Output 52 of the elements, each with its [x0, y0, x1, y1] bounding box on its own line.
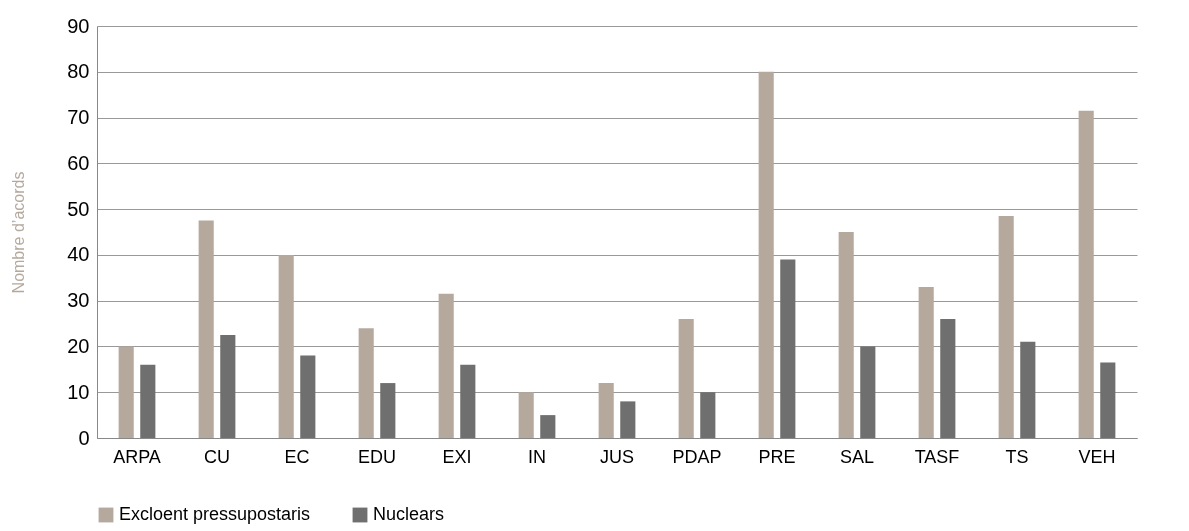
y-tick-label: 60 [67, 151, 90, 174]
bar [220, 335, 236, 438]
bar [678, 318, 694, 438]
bar [940, 318, 956, 438]
y-tick-label: 80 [67, 60, 90, 83]
legend-label: Excloent pressupostaris [119, 504, 311, 524]
x-tick-label: EXI [442, 446, 472, 467]
y-tick-label: 20 [67, 334, 90, 357]
legend-label: Nuclears [373, 504, 445, 524]
y-tick-label: 10 [67, 380, 90, 403]
bar [300, 355, 316, 438]
x-tick-label: EC [284, 446, 310, 467]
y-tick-label: 30 [67, 289, 90, 312]
bar [860, 346, 876, 438]
bar [118, 346, 134, 438]
bar [598, 383, 614, 438]
y-tick-label: 40 [67, 243, 90, 266]
y-tick-label: 50 [67, 197, 90, 220]
bar [380, 383, 396, 438]
bar [1020, 341, 1036, 438]
bar [540, 415, 556, 438]
bar [780, 259, 796, 438]
x-tick-label: EDU [357, 446, 397, 467]
bar [518, 392, 534, 438]
x-tick-label: ARPA [113, 446, 161, 467]
x-tick-label: IN [528, 446, 546, 467]
bar [198, 220, 214, 438]
bar [918, 286, 934, 438]
bar [358, 328, 374, 438]
x-tick-label: VEH [1078, 446, 1116, 467]
bar [700, 392, 716, 438]
y-axis-title: Nombre d’acords [10, 171, 28, 294]
bar [838, 232, 854, 438]
bar [758, 71, 774, 438]
x-tick-label: JUS [599, 446, 635, 467]
bar [438, 293, 454, 438]
bar [998, 215, 1014, 438]
bar [1078, 110, 1094, 438]
x-tick-label: CU [204, 446, 230, 467]
bar [140, 364, 156, 438]
x-tick-label: PRE [758, 446, 796, 467]
x-tick-label: SAL [839, 446, 875, 467]
x-tick-label: PDAP [672, 446, 722, 467]
bar [460, 364, 476, 438]
x-tick-label: TS [1005, 446, 1029, 467]
y-tick-label: 90 [67, 14, 90, 37]
bar [1100, 362, 1116, 438]
x-tick-label: TASF [914, 446, 960, 467]
y-tick-label: 70 [67, 106, 90, 129]
bar [620, 401, 636, 438]
y-tick-label: 0 [78, 426, 90, 449]
bar [278, 254, 294, 438]
